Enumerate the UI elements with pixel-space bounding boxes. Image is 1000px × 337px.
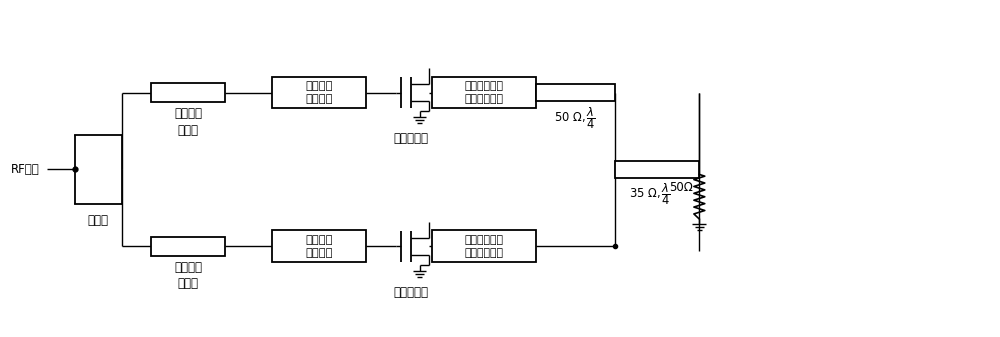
Text: 50 Ω,$\,\dfrac{\lambda}{4}$: 50 Ω,$\,\dfrac{\lambda}{4}$: [554, 105, 596, 131]
Text: 传统规则峰值
输出匹配网络: 传统规则峰值 输出匹配网络: [464, 235, 503, 258]
Text: 50Ω: 50Ω: [670, 181, 693, 194]
Bar: [536, 84, 615, 101]
Text: 载波相位
补偿线: 载波相位 补偿线: [174, 107, 202, 136]
Bar: [151, 237, 225, 256]
Bar: [615, 161, 699, 178]
Text: 功分器: 功分器: [88, 214, 109, 227]
Text: 传统规则载波
输出匹配网络: 传统规则载波 输出匹配网络: [464, 81, 503, 104]
Bar: [272, 231, 366, 262]
Bar: [272, 77, 366, 109]
Text: 载波输入
匹配网络: 载波输入 匹配网络: [305, 81, 333, 104]
Text: 峰值放大器: 峰值放大器: [393, 285, 428, 299]
Text: 载波放大器: 载波放大器: [393, 132, 428, 145]
Text: RF输入: RF输入: [11, 163, 40, 176]
Text: 峰值相位
补偿线: 峰值相位 补偿线: [174, 261, 202, 290]
Bar: [432, 231, 536, 262]
Text: 35 Ω,$\,\dfrac{\lambda}{4}$: 35 Ω,$\,\dfrac{\lambda}{4}$: [629, 182, 671, 208]
Text: 峰值输入
匹配网络: 峰值输入 匹配网络: [305, 235, 333, 258]
Bar: [151, 83, 225, 102]
Bar: [75, 135, 122, 204]
Bar: [432, 77, 536, 109]
